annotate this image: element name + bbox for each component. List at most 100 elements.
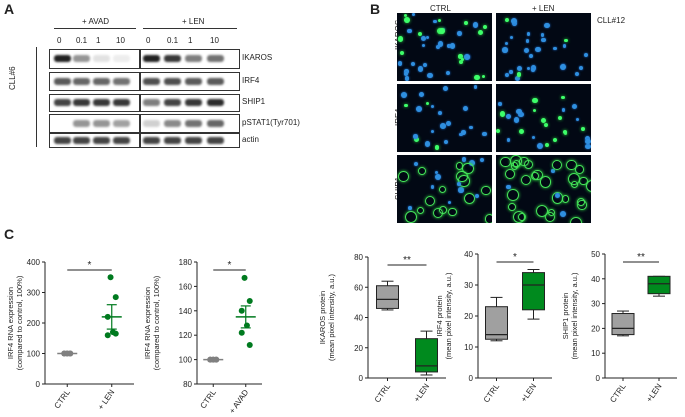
blot-band [206, 99, 224, 106]
cell-spot [524, 160, 534, 170]
blot-band [184, 77, 202, 85]
cell-spot [560, 211, 567, 218]
y-tick-label: 60 [354, 283, 363, 292]
cell-spot [421, 36, 427, 41]
data-point [241, 274, 248, 281]
blot-strip [140, 133, 240, 148]
y-tick-label: 0 [596, 374, 601, 383]
cell-spot [462, 162, 474, 174]
cell-spot [509, 70, 513, 74]
cell-spot [484, 213, 492, 223]
cell-spot [437, 18, 442, 23]
blot-band [163, 119, 181, 127]
data-point [67, 350, 74, 357]
cell-spot [461, 130, 466, 136]
cell-spot [456, 170, 468, 183]
cell-spot [504, 41, 509, 46]
cell-spot [408, 205, 413, 210]
data-point [104, 332, 111, 339]
blot-band [53, 136, 71, 144]
cell-spot [518, 111, 524, 118]
box [647, 275, 671, 295]
cell-spot [439, 123, 446, 129]
y-tick-label: 80 [354, 253, 363, 262]
blot-band [142, 55, 160, 62]
cell-spot [498, 102, 502, 106]
cell-spot [447, 44, 451, 48]
y-tick-label: 10 [591, 349, 600, 358]
y-axis-label: (mean pixel intensity, a.u.) [444, 272, 453, 359]
cell-spot [502, 47, 508, 53]
data-point [243, 322, 250, 329]
cell-spot [404, 210, 417, 223]
cell-spot [585, 143, 591, 149]
cell-spot [513, 211, 526, 223]
blot-strip [49, 72, 140, 91]
blot-row-label: pSTAT1(Tyr701) [242, 117, 300, 127]
cell-spot [404, 17, 411, 24]
cell-spot [516, 108, 522, 115]
cell-spot [544, 142, 550, 148]
x-tick-label: CTRL [608, 382, 628, 405]
cell-spot [506, 184, 511, 190]
cell-spot [482, 131, 487, 137]
cell-spot [578, 65, 584, 71]
panel-letter-c: C [4, 226, 15, 242]
cell-spot [445, 70, 450, 76]
micrograph-ship1-ctrl [397, 155, 492, 223]
data-point [246, 298, 253, 305]
cell-spot [531, 136, 535, 140]
cell-spot [469, 125, 474, 130]
data-point [112, 294, 119, 301]
cell-spot [438, 185, 447, 194]
cell-spot [566, 159, 577, 171]
blot-row-label: actin [242, 134, 259, 144]
cell-spot [399, 51, 404, 56]
cell-spot [426, 35, 430, 39]
y-tick-label: 100 [27, 350, 41, 359]
blot-band [112, 99, 130, 106]
sample-label: CLL#12 [597, 16, 626, 25]
blot-band [92, 77, 110, 85]
cell-spot [425, 101, 429, 105]
blot-band [112, 136, 130, 144]
cell-spot [537, 142, 543, 149]
x-tick-label: CTRL [482, 382, 502, 405]
blot-band [92, 99, 110, 106]
cell-spot [506, 114, 512, 120]
cell-spot [563, 129, 568, 134]
box [611, 313, 635, 336]
cell-spot [583, 53, 588, 58]
y-tick-label: 20 [591, 324, 600, 333]
y-axis-label: IKAROS protein [318, 291, 327, 344]
cell-spot [463, 193, 475, 205]
concentration-label: 0 [57, 36, 62, 45]
blot-row-label: IKAROS [242, 53, 273, 62]
data-point [67, 350, 74, 357]
cell-spot [449, 43, 456, 49]
cell-spot [480, 158, 485, 163]
panel-letter-a: A [4, 1, 15, 17]
y-axis-label: IRF4 protein [435, 295, 444, 336]
data-point [207, 356, 214, 363]
cell-spot [536, 205, 549, 218]
blot-strip [49, 94, 140, 112]
cell-spot [410, 62, 415, 67]
y-tick-label: 160 [179, 282, 193, 291]
blot-strip [140, 49, 240, 69]
box [522, 272, 545, 311]
cell-spot [527, 66, 531, 70]
significance-label: * [228, 260, 232, 271]
cell-spot [422, 44, 426, 48]
cell-spot [553, 138, 558, 143]
cell-spot [518, 128, 524, 134]
x-tick-label: +LEN [412, 382, 431, 404]
y-tick-label: 40 [354, 314, 363, 323]
y-tick-label: 50 [591, 250, 600, 259]
cell-spot [585, 180, 591, 193]
cell-spot [436, 44, 441, 49]
cell-spot [463, 105, 469, 111]
cell-spot [562, 195, 570, 203]
cell-spot [435, 174, 442, 181]
cell-line-label: CLL#6 [8, 66, 17, 90]
